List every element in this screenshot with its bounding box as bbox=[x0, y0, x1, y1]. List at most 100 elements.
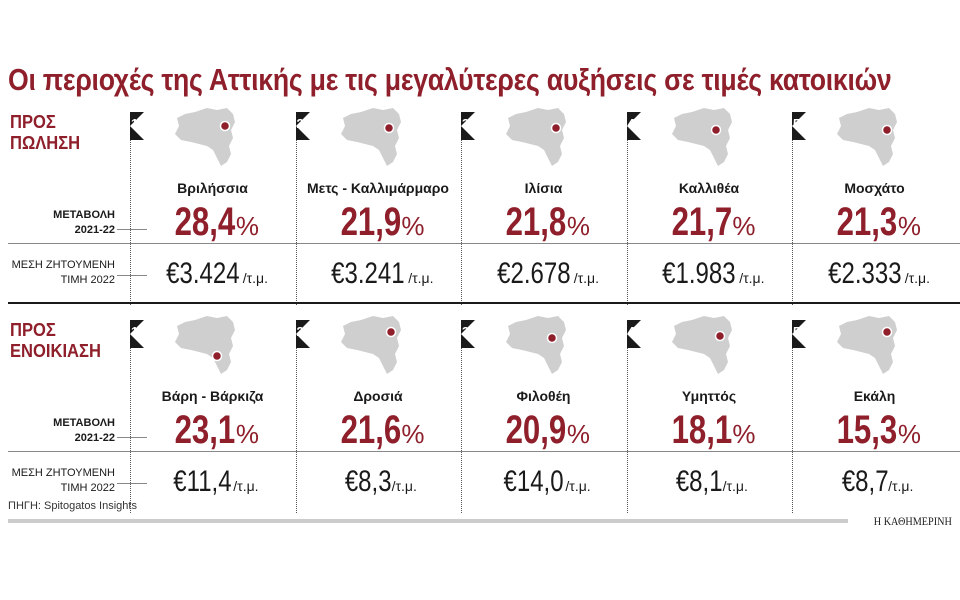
rank-number: 1 bbox=[131, 324, 139, 339]
price-value: €2.333/τ.μ. bbox=[792, 257, 957, 291]
price-unit: /τ.μ. bbox=[233, 478, 259, 494]
label-line: ΜΕΤΑΒΟΛΗ bbox=[53, 417, 115, 429]
attica-map-icon bbox=[340, 316, 401, 374]
rank-number: 2 bbox=[296, 324, 304, 339]
change-row-label: ΜΕΤΑΒΟΛΗ 2021-22 bbox=[53, 416, 115, 446]
attica-map-icon bbox=[340, 108, 401, 166]
percent-sign: % bbox=[566, 211, 590, 241]
price-number: €3.241 bbox=[331, 257, 406, 290]
price-value: €3.424/τ.μ. bbox=[130, 257, 295, 291]
column-divider bbox=[626, 348, 628, 513]
change-value: 18,1% bbox=[627, 408, 792, 453]
map-shape bbox=[340, 316, 401, 374]
area-name: Καλλιθέα bbox=[678, 180, 740, 196]
percent-sign: % bbox=[235, 211, 259, 241]
map-shape bbox=[340, 108, 401, 166]
area-name: Φιλοθέη bbox=[516, 388, 571, 404]
change-number: 21,3 bbox=[836, 200, 898, 244]
change-number: 21,8 bbox=[505, 200, 567, 244]
location-dot bbox=[881, 326, 893, 338]
rank-flag-icon bbox=[461, 112, 475, 140]
price-unit: /τ.μ. bbox=[573, 270, 600, 286]
attica-map-icon bbox=[506, 108, 566, 166]
price-row-label: ΜΕΣΗ ΖΗΤΟΥΜΕΝΗ ΤΙΜΗ 2022 bbox=[12, 258, 115, 288]
rank-number: 5 bbox=[793, 116, 801, 131]
section-label-line: ΕΝΟΙΚΙΑΣΗ bbox=[10, 341, 101, 361]
area-name: Υμηττός bbox=[681, 388, 737, 404]
map-shape bbox=[671, 316, 732, 374]
label-line: ΤΙΜΗ 2022 bbox=[60, 274, 115, 286]
price-row-label: ΜΕΣΗ ΖΗΤΟΥΜΕΝΗ ΤΙΜΗ 2022 bbox=[12, 466, 115, 496]
change-number: 15,3 bbox=[836, 408, 898, 452]
area-name: Μοσχάτο bbox=[844, 180, 905, 196]
price-value: €8,7/τ.μ. bbox=[792, 465, 957, 499]
map-shape bbox=[175, 316, 235, 374]
column-divider bbox=[461, 348, 462, 513]
column-divider bbox=[461, 140, 462, 305]
map-shape bbox=[506, 108, 566, 166]
map-shape bbox=[506, 316, 566, 374]
price-unit: /τ.μ. bbox=[565, 478, 591, 494]
price-number: €8,7 bbox=[841, 465, 889, 498]
rank-number: 3 bbox=[462, 324, 470, 339]
area-column: 1 Βριλήσσια 28,4% €3.424/τ.μ. bbox=[130, 108, 295, 305]
location-dot bbox=[385, 326, 396, 338]
price-number: €3.424 bbox=[166, 257, 240, 290]
price-unit: /τ.μ. bbox=[888, 478, 914, 494]
rank-flag-icon bbox=[626, 112, 641, 140]
area-column: 5 Εκάλη 15,3% €8,7/τ.μ. bbox=[792, 316, 957, 513]
area-column: 5 Μοσχάτο 21,3% €2.333/τ.μ. bbox=[792, 108, 957, 305]
price-number: €14,0 bbox=[503, 465, 564, 498]
rank-flag-icon bbox=[130, 112, 144, 140]
rank-number: 4 bbox=[627, 116, 635, 131]
row-tick bbox=[117, 437, 147, 438]
location-dot bbox=[881, 124, 893, 136]
percent-sign: % bbox=[732, 211, 756, 241]
area-name: Δροσιά bbox=[353, 388, 403, 404]
change-number: 21,9 bbox=[340, 200, 401, 244]
price-number: €1.983 bbox=[662, 257, 737, 290]
change-number: 23,1 bbox=[174, 408, 236, 452]
area-column: 4 Καλλιθέα 21,7% €1.983/τ.μ. bbox=[626, 108, 792, 305]
price-unit: /τ.μ. bbox=[739, 270, 765, 286]
area-name: Βάρη - Βάρκιζα bbox=[161, 388, 264, 404]
percent-sign: % bbox=[566, 419, 590, 449]
area-column: 1 Βάρη - Βάρκιζα 23,1% €11,4/τ.μ. bbox=[130, 316, 295, 513]
price-unit: /τ.μ. bbox=[242, 270, 269, 286]
change-value: 21,6% bbox=[296, 408, 461, 453]
percent-sign: % bbox=[235, 419, 259, 449]
change-number: 28,4 bbox=[174, 200, 236, 244]
rank-flag-icon bbox=[626, 320, 641, 348]
change-number: 21,7 bbox=[671, 200, 732, 244]
percent-sign: % bbox=[401, 211, 425, 241]
price-value: €8,1/τ.μ. bbox=[627, 465, 792, 499]
price-number: €11,4 bbox=[173, 465, 233, 498]
area-column: 2 Δροσιά 21,6% €8,3/τ.μ. bbox=[295, 316, 461, 513]
price-value: €14,0/τ.μ. bbox=[461, 465, 626, 499]
location-dot bbox=[211, 350, 223, 362]
area-name: Ιλίσια bbox=[524, 180, 563, 196]
column-divider bbox=[792, 348, 793, 513]
location-dot bbox=[550, 122, 562, 134]
location-dot bbox=[546, 332, 558, 344]
attica-map-icon bbox=[837, 316, 897, 374]
change-value: 21,3% bbox=[792, 200, 957, 245]
change-value: 28,4% bbox=[130, 200, 295, 245]
attica-map-icon bbox=[506, 316, 566, 374]
percent-sign: % bbox=[897, 419, 921, 449]
change-value: 21,7% bbox=[627, 200, 792, 245]
price-number: €8,1 bbox=[676, 465, 723, 498]
change-value: 23,1% bbox=[130, 408, 295, 453]
attica-map-icon bbox=[175, 108, 235, 166]
column-divider bbox=[295, 348, 297, 513]
brand-logo: Η ΚΑΘΗΜΕΡΙΝΗ bbox=[873, 514, 952, 528]
area-column: 3 Ιλίσια 21,8% €2.678/τ.μ. bbox=[461, 108, 626, 305]
rank-flag-icon bbox=[295, 320, 310, 348]
row-tick bbox=[117, 275, 147, 276]
price-unit: /τ.μ. bbox=[391, 478, 417, 494]
section-label: ΠΡΟΣ ΠΩΛΗΣΗ bbox=[10, 112, 80, 154]
change-row-label: ΜΕΤΑΒΟΛΗ 2021-22 bbox=[53, 208, 115, 238]
page-title: Οι περιοχές της Αττικής με τις μεγαλύτερ… bbox=[8, 62, 892, 97]
column-divider bbox=[130, 348, 131, 513]
column-divider bbox=[295, 140, 297, 305]
